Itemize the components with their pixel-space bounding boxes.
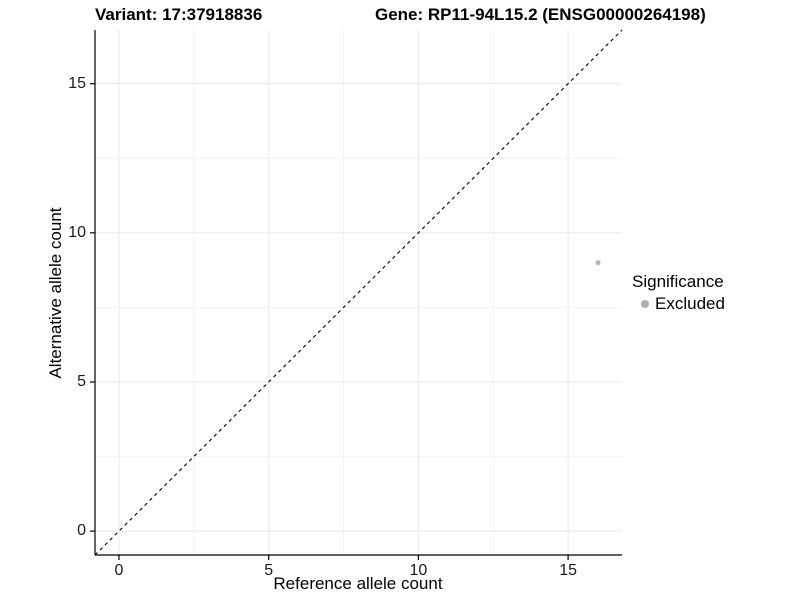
plot-title-variant: Variant: 17:37918836	[95, 5, 263, 24]
legend-item-label: Excluded	[655, 294, 725, 313]
legend: Significance Excluded	[632, 272, 725, 314]
y-tick-label: 10	[68, 223, 86, 241]
x-tick-label: 0	[114, 562, 124, 579]
y-axis-title: Alternative allele count	[46, 207, 65, 379]
x-tick-label: 5	[264, 562, 274, 579]
y-tick-label: 15	[68, 74, 86, 92]
legend-key-point-icon	[641, 300, 649, 308]
y-tick-label: 0	[77, 522, 86, 540]
data-point	[595, 260, 601, 266]
plot-title-gene: Gene: RP11-94L15.2 (ENSG00000264198)	[375, 5, 706, 24]
x-tick-label: 10	[409, 562, 428, 579]
y-tick-label: 5	[77, 372, 86, 390]
legend-title: Significance	[632, 272, 724, 291]
x-tick-label: 15	[559, 562, 577, 579]
legend-item-excluded: Excluded	[632, 294, 725, 314]
x-axis-title: Reference allele count	[273, 574, 443, 593]
identity-reference-line	[94, 29, 623, 556]
